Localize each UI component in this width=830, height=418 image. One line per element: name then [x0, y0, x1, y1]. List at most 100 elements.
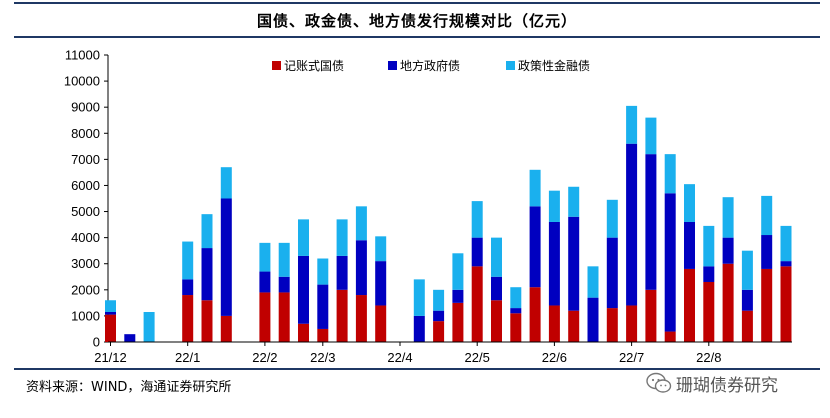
bar-segment-local_gov [105, 311, 116, 315]
bar-segment-policy_bank [568, 186, 580, 217]
y-tick-label: 4000 [71, 230, 100, 245]
y-tick-label: 9000 [71, 100, 100, 115]
bar-segment-policy_bank [355, 206, 367, 241]
bar-segment-treasury [375, 305, 387, 342]
x-tick-label: 22/6 [542, 350, 567, 365]
bar-segment-policy_bank [182, 241, 194, 280]
bar-segment-policy_bank [433, 289, 445, 311]
bar-segment-local_gov [548, 221, 560, 306]
legend-swatch [506, 61, 515, 70]
bar-segment-treasury [259, 292, 271, 342]
legend-label: 地方政府债 [400, 58, 460, 73]
bar-segment-treasury [529, 287, 541, 342]
bar-segment-treasury [548, 305, 560, 342]
bar-segment-policy_bank [703, 225, 715, 267]
bar-segment-policy_bank [452, 253, 464, 290]
bar-segment-treasury [433, 321, 445, 342]
bar-segment-policy_bank [317, 258, 329, 285]
bar-segment-local_gov [278, 276, 290, 293]
bar-segment-local_gov [355, 240, 367, 296]
bar-segment-treasury [684, 268, 695, 342]
bar-segment-policy_bank [664, 154, 676, 194]
chart-title: 国债、政金债、地方债发行规模对比（亿元） [256, 11, 577, 30]
x-axis: 21/12 22/1 22/2 22/3 22/4 22/5 22/6 22/7 22/8 [94, 341, 792, 365]
bar-segment-policy_bank [761, 195, 773, 236]
bar-segment-policy_bank [606, 199, 618, 238]
bar-segment-treasury [105, 314, 116, 342]
bar-segment-treasury [355, 295, 367, 342]
watermark: 珊瑚债券研究 [646, 370, 778, 396]
bar-segment-treasury [201, 300, 213, 342]
bar-segment-policy_bank [780, 225, 792, 262]
bar-segment-local_gov [722, 237, 734, 264]
bar-segment-policy_bank [336, 219, 348, 256]
bar-segment-treasury [780, 266, 792, 342]
bar-segment-policy_bank [201, 214, 213, 249]
bar-segment-local_gov [664, 193, 676, 332]
bar-segment-treasury [220, 315, 232, 342]
bar-segment-treasury [182, 295, 194, 342]
bar-segment-policy_bank [105, 300, 116, 312]
bar-segment-local_gov [510, 308, 522, 314]
bar-segment-local_gov [433, 310, 445, 322]
bar-segment-local_gov [529, 206, 541, 288]
y-tick-label: 6000 [71, 178, 100, 193]
legend-label: 政策性金融债 [518, 58, 590, 73]
x-tick-label: 22/1 [175, 350, 200, 365]
y-tick-label: 8000 [71, 126, 100, 141]
y-tick-label: 3000 [71, 256, 100, 271]
bar-segment-treasury [664, 331, 676, 342]
bar-segment-policy_bank [510, 287, 522, 309]
bar-segment-treasury [298, 323, 309, 342]
x-tick-label: 22/5 [465, 350, 490, 365]
y-tick-label: 11000 [65, 48, 100, 63]
bar-segment-local_gov [645, 154, 657, 290]
bar-segment-policy_bank [741, 250, 753, 290]
bar-segment-policy_bank [413, 279, 425, 316]
bar-segment-local_gov [317, 284, 329, 329]
bar-segment-treasury [452, 302, 464, 342]
bar-segment-treasury [703, 281, 715, 342]
bar-segment-treasury [761, 268, 773, 342]
y-tick-label: 10000 [64, 74, 100, 89]
bar-segment-treasury [278, 292, 290, 342]
bar-segment-treasury [568, 310, 580, 342]
bar-segment-local_gov [761, 235, 773, 269]
bar-segment-treasury [510, 313, 522, 342]
x-tick-label: 22/3 [310, 350, 335, 365]
bar-segment-local_gov [684, 221, 695, 269]
source-note: 资料来源：WIND，海通证券研究所 [26, 380, 232, 395]
bar-segment-local_gov [606, 237, 618, 309]
legend-label: 记账式国债 [284, 59, 344, 73]
bar-segment-local_gov [182, 279, 194, 296]
bar-segment-treasury [722, 263, 734, 342]
bars-layer [105, 105, 792, 342]
bar-segment-policy_bank [548, 190, 560, 222]
bar-segment-policy_bank [298, 219, 309, 256]
bar-segment-local_gov [587, 297, 599, 342]
bar-segment-local_gov [568, 216, 580, 311]
bar-segment-local_gov [780, 261, 792, 267]
y-tick-label: 7000 [71, 152, 100, 167]
bar-segment-treasury [741, 310, 753, 342]
bar-segment-local_gov [298, 255, 309, 324]
bar-segment-policy_bank [471, 201, 483, 238]
wechat-icon [646, 372, 672, 393]
bar-segment-treasury [606, 308, 618, 342]
bar-segment-local_gov [220, 198, 232, 316]
bar-segment-local_gov [471, 237, 483, 267]
bar-segment-policy_bank [587, 266, 599, 298]
bar-segment-treasury [626, 305, 638, 342]
bar-segment-local_gov [703, 266, 715, 282]
bar-segment-treasury [471, 266, 483, 342]
bar-segment-local_gov [259, 271, 271, 293]
bar-segment-policy_bank [722, 197, 734, 238]
legend: 记账式国债 地方政府债 政策性金融债 [272, 58, 590, 73]
x-tick-label: 22/4 [387, 350, 412, 365]
bar-segment-treasury [317, 328, 329, 342]
bar-segment-policy_bank [684, 184, 695, 222]
bar-segment-treasury [645, 289, 657, 342]
y-tick-label: 1000 [71, 308, 100, 323]
bar-segment-local_gov [201, 248, 213, 301]
